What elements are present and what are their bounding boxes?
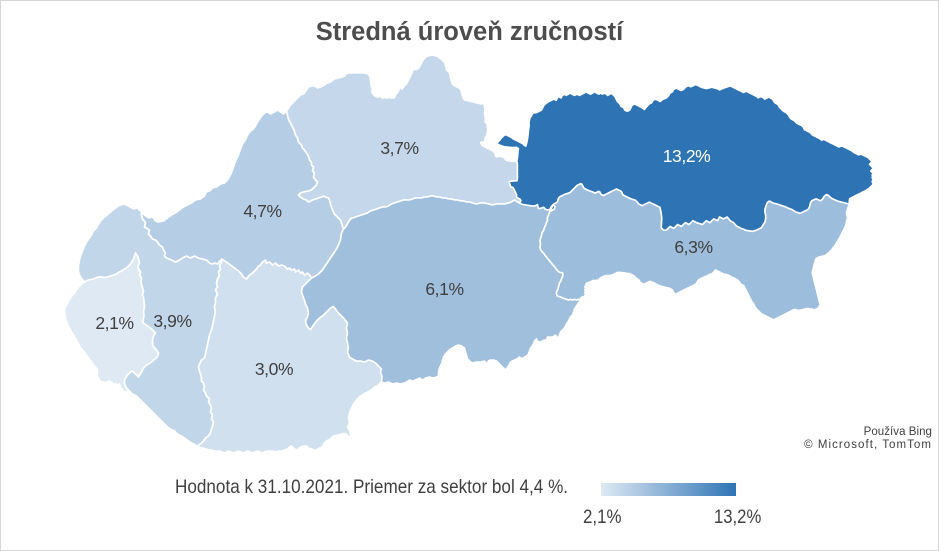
svg-text:3,0%: 3,0% [255,359,293,379]
svg-text:6,3%: 6,3% [674,237,712,257]
svg-text:2,1%: 2,1% [95,313,133,333]
svg-text:3,9%: 3,9% [153,311,191,331]
svg-text:13,2%: 13,2% [663,146,711,166]
svg-text:4,7%: 4,7% [243,201,281,221]
svg-text:6,1%: 6,1% [425,279,463,299]
svg-text:3,7%: 3,7% [380,138,418,158]
